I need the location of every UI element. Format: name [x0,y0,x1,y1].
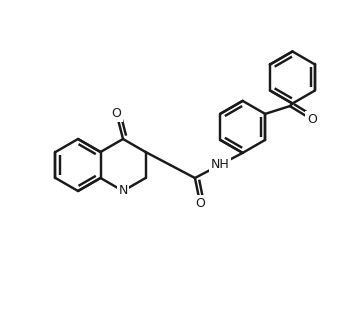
Text: O: O [195,197,205,210]
Text: N: N [119,184,128,197]
Text: O: O [112,107,121,120]
Text: NH: NH [210,159,229,171]
Text: O: O [307,113,317,126]
